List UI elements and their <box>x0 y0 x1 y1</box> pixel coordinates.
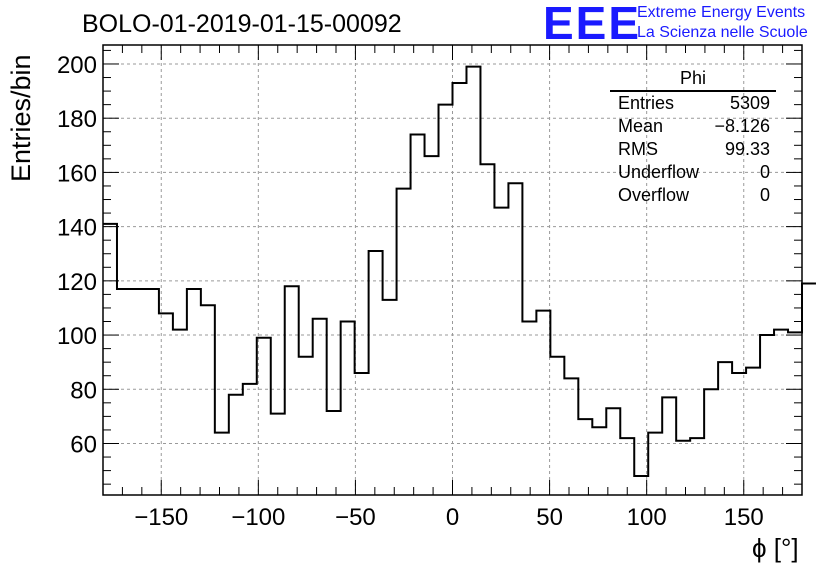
histogram-bin <box>411 134 425 495</box>
histogram-bin <box>313 319 327 495</box>
x-tick-label: 0 <box>446 504 459 531</box>
y-tick-label: 180 <box>57 106 97 133</box>
histogram-bin <box>480 164 494 495</box>
histogram-bin <box>746 368 760 495</box>
chart-title: BOLO-01-2019-01-15-00092 <box>82 10 402 38</box>
stats-label: Mean <box>618 116 664 136</box>
histogram-bin <box>536 311 550 495</box>
histogram-bin <box>676 441 690 495</box>
stats-label: Overflow <box>618 185 690 205</box>
histogram-bin <box>271 414 285 495</box>
grid <box>103 45 802 495</box>
histogram-bin <box>522 322 536 495</box>
histogram-bin <box>732 373 746 495</box>
axis-ticks <box>102 45 803 495</box>
histogram-bin <box>564 378 578 495</box>
stats-value: 5309 <box>729 93 770 113</box>
x-axis-label: ϕ [°] <box>752 533 799 563</box>
histogram-bin <box>578 419 592 495</box>
stats-box: Phi Entries 5309 Mean −8.126 RMS 99.33 U… <box>610 68 776 207</box>
histogram-bin <box>425 156 439 495</box>
stats-value: −8.126 <box>714 116 770 136</box>
plot-frame <box>102 44 803 496</box>
histogram-bin <box>592 427 606 495</box>
histogram-bin <box>201 305 215 495</box>
x-tick-label: 150 <box>724 504 764 531</box>
histogram-bin <box>788 332 802 495</box>
histogram-bin <box>704 389 718 495</box>
x-tick-label: −100 <box>231 504 285 531</box>
stats-row-overflow: Overflow 0 <box>610 184 776 207</box>
histogram-bin <box>774 330 788 495</box>
histogram-bin <box>215 433 229 495</box>
histogram-bin <box>383 300 397 495</box>
stats-row-rms: RMS 99.33 <box>610 138 776 161</box>
histogram-bin <box>620 438 634 495</box>
histogram-bin <box>173 330 187 495</box>
histogram-bin <box>369 251 383 495</box>
histogram-bin <box>634 476 648 495</box>
stats-value: 99.33 <box>724 139 770 159</box>
histogram-bin <box>802 284 816 495</box>
histogram-line <box>103 65 816 478</box>
y-tick-label: 120 <box>57 269 97 296</box>
stats-title: Phi <box>610 68 776 92</box>
histogram-bin <box>131 289 145 495</box>
histogram-bin <box>285 286 299 495</box>
histogram-bin <box>341 322 355 495</box>
histogram-bin <box>145 289 159 495</box>
stats-value: 0 <box>759 162 770 182</box>
y-tick-label: 60 <box>70 431 97 458</box>
histogram-bin <box>257 338 271 495</box>
histogram-bin <box>662 397 676 495</box>
stats-row-underflow: Underflow 0 <box>610 161 776 184</box>
histogram-bin <box>550 357 564 495</box>
histogram-bin <box>606 408 620 495</box>
histogram-bin <box>299 357 313 495</box>
histogram-bin <box>718 362 732 495</box>
y-tick-label: 140 <box>57 215 97 242</box>
histogram-bin <box>453 83 467 495</box>
y-tick-label: 200 <box>57 52 97 79</box>
logo-subtitle-1: Extreme Energy Events <box>637 4 806 21</box>
stats-label: Entries <box>618 93 675 113</box>
histogram-bin <box>103 224 117 495</box>
histogram-bin <box>494 208 508 495</box>
histogram-bin <box>508 183 522 495</box>
histogram-bin <box>355 373 369 495</box>
x-tick-label: 50 <box>536 504 563 531</box>
x-tick-label: 100 <box>627 504 667 531</box>
histogram-bin <box>159 313 173 495</box>
x-tick-label: −50 <box>335 504 376 531</box>
histogram-bin <box>243 384 257 495</box>
histogram-bin <box>466 67 480 495</box>
histogram-bin <box>648 433 662 495</box>
stats-label: Underflow <box>618 162 700 182</box>
stats-row-entries: Entries 5309 <box>610 92 776 115</box>
logo-subtitle-2: La Scienza nelle Scuole <box>637 24 808 41</box>
y-tick-label: 100 <box>57 323 97 350</box>
histogram-bin <box>439 105 453 495</box>
tick-labels: −150 −100 −50 0 50 100 150 60 80 100 120 140 160 180 2… <box>57 52 764 531</box>
y-axis-label: Entries/bin <box>6 54 36 182</box>
stats-value: 0 <box>759 185 770 205</box>
x-tick-label: −150 <box>134 504 188 531</box>
histogram-bin <box>690 438 704 495</box>
y-tick-label: 80 <box>70 377 97 404</box>
histogram-bin <box>229 395 243 495</box>
histogram-bin <box>397 189 411 495</box>
histogram-bin <box>187 289 201 495</box>
eee-logo: EEE <box>543 0 642 49</box>
y-tick-label: 160 <box>57 160 97 187</box>
histogram-bin <box>117 289 131 495</box>
histogram-bin <box>327 411 341 495</box>
histogram-bin <box>760 335 774 495</box>
stats-row-mean: Mean −8.126 <box>610 115 776 138</box>
stats-label: RMS <box>618 139 658 159</box>
